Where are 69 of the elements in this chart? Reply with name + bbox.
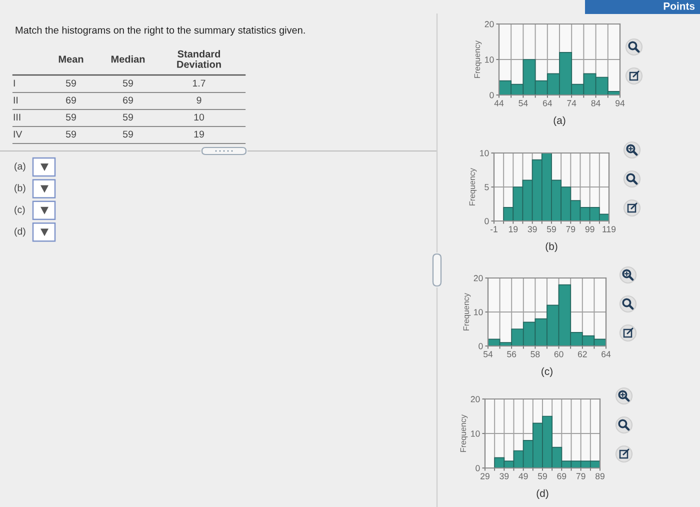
x-tick-label: 39 bbox=[528, 226, 537, 232]
x-tick-label: 56 bbox=[507, 351, 516, 358]
x-tick-label: 79 bbox=[576, 473, 586, 480]
text: Points bbox=[664, 2, 695, 10]
x-tick-label: 79 bbox=[566, 226, 576, 232]
y-axis-title: Frequency bbox=[474, 40, 482, 78]
x-tick-label: 58 bbox=[530, 351, 540, 358]
y-tick-label: 0 bbox=[484, 218, 489, 224]
text: IV bbox=[14, 130, 22, 138]
y-tick-label: 0 bbox=[478, 343, 483, 350]
text: (c) bbox=[14, 206, 25, 215]
text: Standard Deviation bbox=[177, 50, 221, 68]
x-tick-label: 54 bbox=[518, 100, 528, 106]
y-tick-label: 20 bbox=[484, 21, 494, 28]
x-tick-label: 29 bbox=[480, 473, 490, 480]
text: 59 bbox=[66, 114, 76, 121]
x-tick-label: 49 bbox=[518, 473, 528, 480]
y-tick-label: 20 bbox=[474, 275, 483, 282]
x-tick-label: 64 bbox=[602, 351, 611, 358]
x-tick-label: 62 bbox=[578, 351, 587, 358]
text: Mean bbox=[58, 56, 84, 63]
x-tick-label: 64 bbox=[542, 100, 552, 106]
x-axis-title: (d) bbox=[536, 489, 548, 500]
text: 19 bbox=[194, 130, 204, 138]
y-tick-label: 5 bbox=[484, 184, 489, 190]
text: III bbox=[14, 114, 20, 121]
y-tick-label: 0 bbox=[490, 92, 494, 98]
text: 59 bbox=[122, 80, 133, 87]
y-tick-label: 10 bbox=[480, 150, 489, 156]
text: 9 bbox=[196, 96, 202, 104]
x-tick-label: -1 bbox=[490, 226, 498, 232]
x-tick-label: 44 bbox=[494, 100, 504, 106]
text: 59 bbox=[66, 80, 76, 87]
x-tick-label: 94 bbox=[616, 100, 625, 106]
y-axis-title: Frequency bbox=[460, 414, 468, 452]
x-tick-label: 84 bbox=[591, 100, 600, 106]
x-tick-label: 59 bbox=[546, 226, 556, 232]
text: 59 bbox=[122, 114, 133, 121]
x-tick-label: 54 bbox=[483, 351, 493, 358]
text: Match the histograms on the right to the summary statistics given. bbox=[16, 26, 305, 36]
text: (b) bbox=[14, 184, 26, 194]
text: (a) bbox=[14, 162, 26, 172]
y-axis-title: Frequency bbox=[469, 168, 477, 206]
x-axis-title: (b) bbox=[546, 242, 558, 252]
x-tick-label: 69 bbox=[557, 473, 566, 480]
x-axis-title: (c) bbox=[542, 367, 552, 378]
x-tick-label: 119 bbox=[602, 226, 616, 232]
x-tick-label: 89 bbox=[596, 473, 604, 480]
y-axis-title: Frequency bbox=[463, 292, 471, 330]
x-tick-label: 99 bbox=[585, 226, 594, 232]
text: 10 bbox=[194, 114, 204, 121]
x-tick-label: 74 bbox=[567, 100, 576, 106]
x-tick-label: 39 bbox=[500, 473, 509, 480]
text: I bbox=[14, 80, 15, 87]
y-tick-label: 10 bbox=[474, 309, 483, 316]
y-tick-label: 10 bbox=[471, 430, 480, 437]
text: II bbox=[14, 96, 18, 104]
text: 1.7 bbox=[192, 80, 206, 87]
x-tick-label: 19 bbox=[508, 226, 518, 232]
x-tick-label: 60 bbox=[554, 351, 564, 358]
y-tick-label: 20 bbox=[470, 396, 480, 402]
text: (d) bbox=[14, 228, 26, 237]
text: 59 bbox=[122, 130, 133, 138]
x-tick-label: 59 bbox=[538, 473, 547, 480]
text: Median bbox=[111, 55, 145, 63]
y-tick-label: 10 bbox=[485, 56, 494, 63]
y-tick-label: 0 bbox=[476, 465, 480, 472]
text: 59 bbox=[66, 130, 76, 138]
x-axis-title: (a) bbox=[554, 116, 566, 126]
